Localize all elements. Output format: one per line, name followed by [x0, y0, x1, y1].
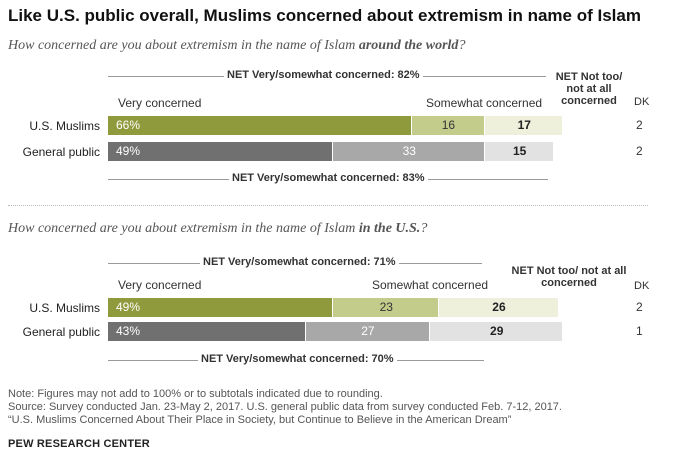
bar-label-muslims-net-not: 26 — [492, 300, 506, 314]
bar-public-somewhat — [333, 142, 485, 161]
bar-label-public-net-not: 29 — [490, 324, 504, 338]
question-1: How concerned are you about extremism in… — [8, 38, 466, 53]
net-bottom-label-1: NET Very/somewhat concerned: 83% — [229, 172, 428, 184]
bar-muslims-somewhat — [333, 298, 439, 317]
chart-title: Like U.S. public overall, Muslims concer… — [8, 6, 641, 25]
question-2: How concerned are you about extremism in… — [8, 221, 428, 236]
bar-public-net-not — [430, 322, 563, 341]
col-somewhat-1: Somewhat concerned — [426, 96, 543, 110]
source-org: PEW RESEARCH CENTER — [8, 438, 150, 450]
source-line: Source: Survey conducted Jan. 23-May 2, … — [8, 401, 562, 413]
bar-label-muslims-net-not: 17 — [517, 118, 531, 132]
col-dk-1: DK — [634, 96, 650, 108]
row-label-public-2: General public — [22, 325, 100, 339]
dk-value-public: 1 — [636, 324, 643, 338]
net-bottom-label-2: NET Very/somewhat concerned: 70% — [198, 353, 397, 365]
note-line: Note: Figures may not add to 100% or to … — [8, 388, 383, 400]
bar-public-somewhat — [305, 322, 429, 341]
bar-label-muslims-very: 49% — [116, 300, 141, 314]
bar-label-muslims-somewhat: 23 — [379, 300, 393, 314]
bar-public-net-not — [485, 142, 554, 161]
bar-muslims-somewhat — [411, 116, 485, 135]
row-label-muslims-2: U.S. Muslims — [29, 301, 100, 315]
bar-label-public-somewhat: 33 — [402, 144, 416, 158]
notes: Note: Figures may not add to 100% or to … — [8, 388, 562, 427]
bar-muslims-net-not — [485, 116, 563, 135]
col-dk-2: DK — [634, 280, 650, 292]
section-divider — [8, 205, 648, 206]
col-somewhat-2: Somewhat concerned — [372, 278, 489, 292]
col-net-not-2: NET Not too/ not at all concerned — [511, 265, 627, 289]
dk-value-public: 2 — [636, 144, 643, 158]
dk-value-muslims: 2 — [636, 118, 643, 132]
bar-public-very — [108, 322, 305, 341]
col-very-1: Very concerned — [118, 96, 202, 110]
bar-label-muslims-very: 66% — [116, 118, 141, 132]
bar-label-muslims-somewhat: 16 — [441, 118, 456, 132]
row-label-public-1: General public — [22, 145, 100, 159]
bar-label-public-net-not: 15 — [513, 144, 527, 158]
net-top-label-2: NET Very/somewhat concerned: 71% — [200, 256, 399, 268]
dk-value-muslims: 2 — [636, 300, 643, 314]
report-title-line: “U.S. Muslims Concerned About Their Plac… — [8, 414, 512, 426]
bar-label-public-somewhat: 27 — [361, 324, 375, 338]
col-net-not-1: NET Not too/ not at all concerned — [555, 71, 623, 107]
bar-label-public-very: 43% — [116, 324, 141, 338]
bar-muslims-net-not — [439, 298, 558, 317]
bar-public-very — [108, 142, 333, 161]
bar-muslims-very — [108, 298, 333, 317]
bar-muslims-very — [108, 116, 411, 135]
col-very-2: Very concerned — [118, 278, 202, 292]
bar-label-public-very: 49% — [116, 144, 141, 158]
net-top-label-1: NET Very/somewhat concerned: 82% — [224, 69, 423, 81]
row-label-muslims-1: U.S. Muslims — [29, 119, 100, 133]
